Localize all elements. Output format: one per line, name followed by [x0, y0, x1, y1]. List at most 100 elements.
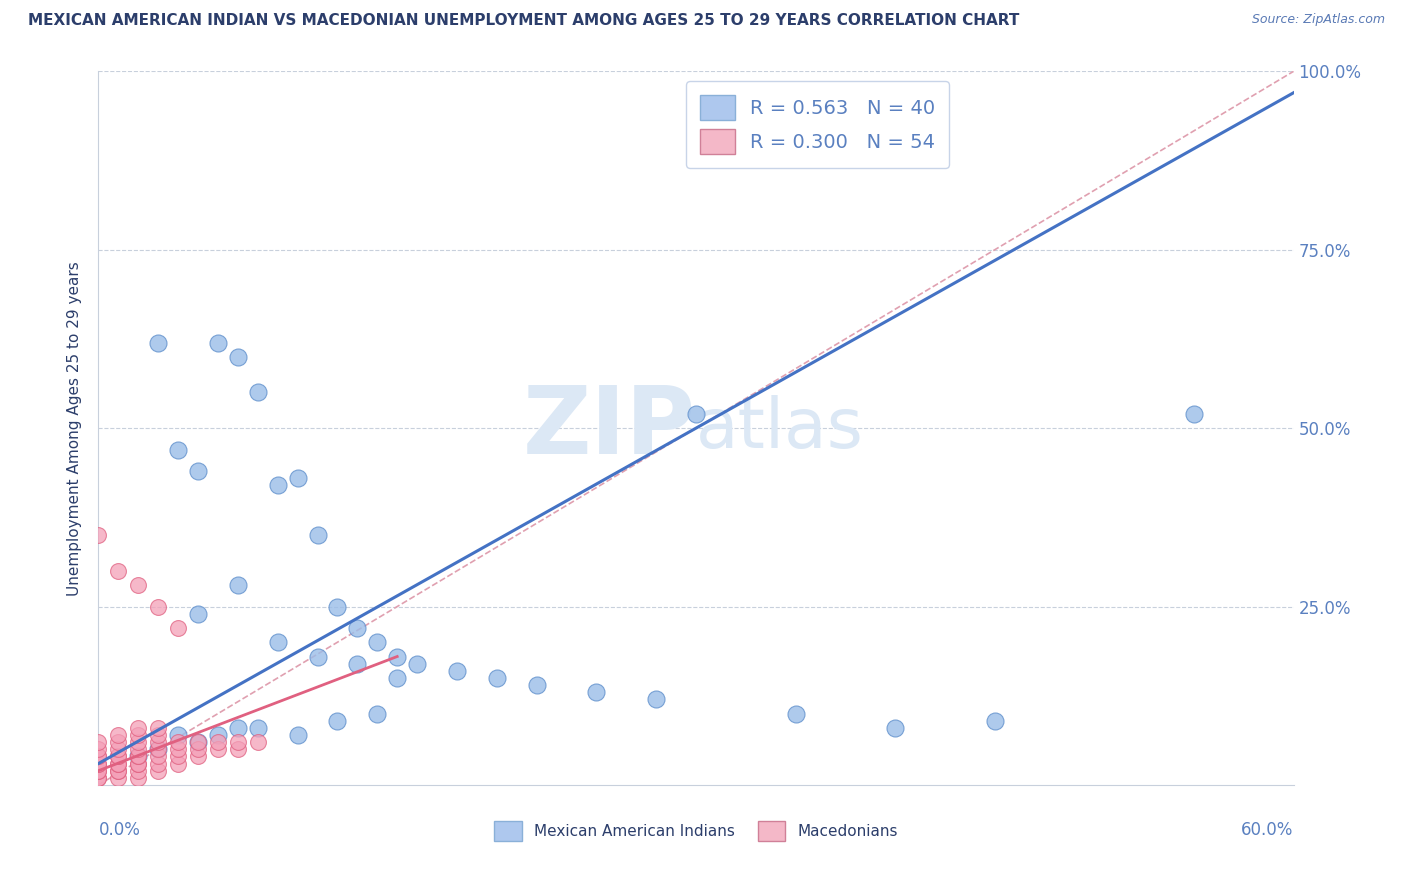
- Point: [107, 749, 129, 764]
- Point: [207, 742, 229, 756]
- Point: [107, 749, 129, 764]
- Point: [127, 721, 149, 735]
- Point: [326, 599, 349, 614]
- Point: [246, 721, 269, 735]
- Point: [148, 742, 170, 756]
- Point: [207, 735, 229, 749]
- Point: [187, 735, 209, 749]
- Point: [148, 735, 170, 749]
- Point: [246, 735, 269, 749]
- Point: [226, 721, 249, 735]
- Y-axis label: Unemployment Among Ages 25 to 29 years: Unemployment Among Ages 25 to 29 years: [66, 260, 82, 596]
- Point: [187, 464, 209, 478]
- Point: [226, 735, 249, 749]
- Point: [167, 621, 190, 635]
- Legend: R = 0.563   N = 40, R = 0.300   N = 54: R = 0.563 N = 40, R = 0.300 N = 54: [686, 81, 949, 168]
- Point: [366, 635, 388, 649]
- Point: [127, 742, 149, 756]
- Point: [167, 756, 190, 771]
- Point: [645, 692, 668, 706]
- Point: [107, 735, 129, 749]
- Point: [87, 771, 110, 785]
- Point: [87, 756, 110, 771]
- Point: [107, 728, 129, 742]
- Point: [385, 671, 409, 685]
- Point: [127, 735, 149, 749]
- Point: [127, 756, 149, 771]
- Point: [148, 599, 170, 614]
- Point: [148, 728, 170, 742]
- Point: [167, 742, 190, 756]
- Point: [1182, 407, 1205, 421]
- Point: [87, 749, 110, 764]
- Point: [267, 478, 290, 492]
- Point: [346, 621, 368, 635]
- Point: [485, 671, 508, 685]
- Point: [127, 749, 149, 764]
- Point: [148, 764, 170, 778]
- Point: [267, 635, 290, 649]
- Point: [148, 742, 170, 756]
- Text: MEXICAN AMERICAN INDIAN VS MACEDONIAN UNEMPLOYMENT AMONG AGES 25 TO 29 YEARS COR: MEXICAN AMERICAN INDIAN VS MACEDONIAN UN…: [28, 13, 1019, 29]
- Point: [107, 742, 129, 756]
- Point: [167, 735, 190, 749]
- Point: [187, 735, 209, 749]
- Point: [385, 649, 409, 664]
- Text: atlas: atlas: [696, 394, 863, 462]
- Point: [87, 749, 110, 764]
- Point: [446, 664, 468, 678]
- Point: [107, 756, 129, 771]
- Point: [148, 756, 170, 771]
- Point: [307, 528, 329, 542]
- Point: [87, 764, 110, 778]
- Point: [107, 764, 129, 778]
- Point: [87, 735, 110, 749]
- Point: [127, 749, 149, 764]
- Point: [226, 350, 249, 364]
- Point: [187, 607, 209, 621]
- Point: [127, 749, 149, 764]
- Point: [87, 528, 110, 542]
- Text: 60.0%: 60.0%: [1241, 821, 1294, 838]
- Point: [685, 407, 707, 421]
- Point: [307, 649, 329, 664]
- Point: [226, 578, 249, 592]
- Point: [127, 728, 149, 742]
- Point: [87, 771, 110, 785]
- Point: [287, 728, 309, 742]
- Point: [346, 657, 368, 671]
- Point: [526, 678, 548, 692]
- Text: ZIP: ZIP: [523, 382, 696, 475]
- Point: [148, 721, 170, 735]
- Point: [87, 764, 110, 778]
- Point: [207, 728, 229, 742]
- Point: [187, 749, 209, 764]
- Point: [585, 685, 607, 699]
- Point: [127, 578, 149, 592]
- Point: [127, 771, 149, 785]
- Point: [785, 706, 807, 721]
- Point: [127, 756, 149, 771]
- Point: [127, 764, 149, 778]
- Point: [207, 335, 229, 350]
- Point: [187, 742, 209, 756]
- Point: [148, 335, 170, 350]
- Point: [287, 471, 309, 485]
- Point: [167, 728, 190, 742]
- Point: [107, 564, 129, 578]
- Point: [366, 706, 388, 721]
- Point: [107, 756, 129, 771]
- Point: [107, 771, 129, 785]
- Point: [148, 749, 170, 764]
- Point: [226, 742, 249, 756]
- Text: 0.0%: 0.0%: [98, 821, 141, 838]
- Point: [167, 442, 190, 457]
- Point: [984, 714, 1007, 728]
- Point: [167, 749, 190, 764]
- Point: [246, 385, 269, 400]
- Point: [406, 657, 429, 671]
- Point: [87, 756, 110, 771]
- Point: [884, 721, 907, 735]
- Text: Source: ZipAtlas.com: Source: ZipAtlas.com: [1251, 13, 1385, 27]
- Point: [326, 714, 349, 728]
